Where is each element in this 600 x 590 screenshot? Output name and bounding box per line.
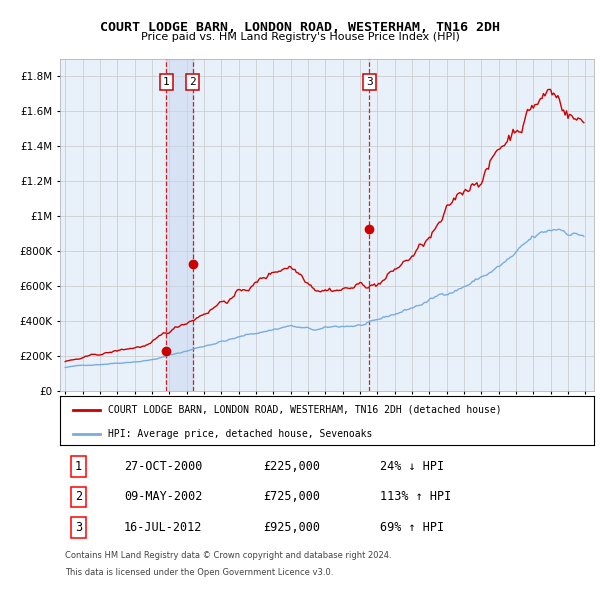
Text: 24% ↓ HPI: 24% ↓ HPI — [380, 460, 445, 473]
Text: 27-OCT-2000: 27-OCT-2000 — [124, 460, 202, 473]
Text: COURT LODGE BARN, LONDON ROAD, WESTERHAM, TN16 2DH (detached house): COURT LODGE BARN, LONDON ROAD, WESTERHAM… — [108, 405, 502, 415]
Text: £225,000: £225,000 — [263, 460, 320, 473]
Text: 113% ↑ HPI: 113% ↑ HPI — [380, 490, 452, 503]
Text: Contains HM Land Registry data © Crown copyright and database right 2024.: Contains HM Land Registry data © Crown c… — [65, 551, 392, 560]
Text: 1: 1 — [75, 460, 82, 473]
Text: 09-MAY-2002: 09-MAY-2002 — [124, 490, 202, 503]
Text: 16-JUL-2012: 16-JUL-2012 — [124, 521, 202, 534]
Text: COURT LODGE BARN, LONDON ROAD, WESTERHAM, TN16 2DH: COURT LODGE BARN, LONDON ROAD, WESTERHAM… — [100, 21, 500, 34]
Text: £725,000: £725,000 — [263, 490, 320, 503]
Text: HPI: Average price, detached house, Sevenoaks: HPI: Average price, detached house, Seve… — [108, 430, 373, 440]
Text: 69% ↑ HPI: 69% ↑ HPI — [380, 521, 445, 534]
Bar — [166, 59, 193, 391]
Text: 2: 2 — [190, 77, 196, 87]
Text: 3: 3 — [75, 521, 82, 534]
Text: This data is licensed under the Open Government Licence v3.0.: This data is licensed under the Open Gov… — [65, 568, 334, 577]
Text: £925,000: £925,000 — [263, 521, 320, 534]
Text: 2: 2 — [75, 490, 82, 503]
Text: 3: 3 — [366, 77, 373, 87]
Text: 1: 1 — [163, 77, 170, 87]
Text: Price paid vs. HM Land Registry's House Price Index (HPI): Price paid vs. HM Land Registry's House … — [140, 32, 460, 42]
